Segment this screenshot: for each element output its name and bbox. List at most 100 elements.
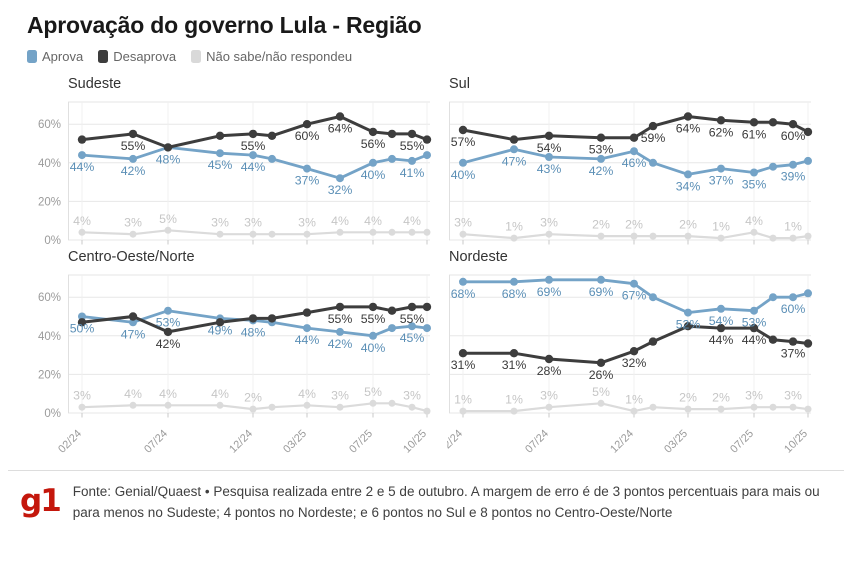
svg-text:55%: 55% bbox=[241, 139, 266, 153]
svg-text:44%: 44% bbox=[70, 160, 95, 174]
svg-text:55%: 55% bbox=[400, 139, 425, 153]
svg-text:43%: 43% bbox=[537, 162, 562, 176]
svg-text:07/24: 07/24 bbox=[142, 428, 170, 456]
svg-text:40%: 40% bbox=[38, 331, 61, 343]
svg-text:12/24: 12/24 bbox=[227, 428, 255, 456]
svg-text:56%: 56% bbox=[361, 137, 386, 151]
svg-text:40%: 40% bbox=[38, 158, 61, 170]
svg-text:3%: 3% bbox=[298, 216, 316, 230]
svg-text:55%: 55% bbox=[400, 312, 425, 326]
svg-text:0%: 0% bbox=[44, 408, 61, 420]
legend-label-aprova: Aprova bbox=[42, 49, 84, 64]
svg-text:31%: 31% bbox=[502, 358, 527, 372]
legend-item-desaprova: Desaprova bbox=[98, 49, 176, 64]
chart-plot-sudeste: 0% 20% 40% 60% 4% 3% 5% 3% 3% 3% 4% 4% 4% 44% 42% 48% 45… bbox=[26, 101, 432, 249]
svg-text:5%: 5% bbox=[364, 385, 382, 399]
svg-text:53%: 53% bbox=[742, 316, 767, 330]
svg-text:2%: 2% bbox=[712, 391, 730, 405]
svg-text:4%: 4% bbox=[298, 387, 316, 401]
svg-text:54%: 54% bbox=[537, 141, 562, 155]
svg-text:07/25: 07/25 bbox=[728, 428, 756, 456]
chart-title-nordeste: Nordeste bbox=[449, 249, 508, 265]
legend: Aprova Desaprova Não sabe/não respondeu bbox=[27, 49, 852, 64]
svg-text:4%: 4% bbox=[124, 387, 142, 401]
nao-sabe-swatch-icon bbox=[191, 50, 202, 63]
svg-text:1%: 1% bbox=[625, 393, 643, 407]
svg-text:42%: 42% bbox=[156, 337, 181, 351]
svg-text:3%: 3% bbox=[73, 389, 91, 403]
svg-text:3%: 3% bbox=[784, 389, 802, 403]
svg-text:3%: 3% bbox=[540, 216, 558, 230]
svg-text:20%: 20% bbox=[38, 196, 61, 208]
svg-text:60%: 60% bbox=[295, 129, 320, 143]
svg-text:28%: 28% bbox=[537, 364, 562, 378]
svg-text:48%: 48% bbox=[156, 152, 181, 166]
chart-title-sudeste: Sudeste bbox=[68, 76, 122, 92]
svg-text:4%: 4% bbox=[331, 214, 349, 228]
svg-text:0%: 0% bbox=[44, 235, 61, 247]
source-text: Fonte: Genial/Quaest • Pesquisa realizad… bbox=[72, 484, 820, 520]
legend-item-nao-sabe: Não sabe/não respondeu bbox=[191, 49, 352, 64]
chart-title-sul: Sul bbox=[449, 76, 470, 92]
svg-text:69%: 69% bbox=[589, 285, 614, 299]
svg-text:35%: 35% bbox=[742, 178, 767, 192]
svg-text:60%: 60% bbox=[38, 119, 61, 131]
svg-text:62%: 62% bbox=[709, 125, 734, 139]
svg-text:3%: 3% bbox=[124, 216, 142, 230]
svg-text:37%: 37% bbox=[709, 174, 734, 188]
legend-label-desaprova: Desaprova bbox=[113, 49, 177, 64]
svg-text:3%: 3% bbox=[454, 216, 472, 230]
svg-text:52%: 52% bbox=[676, 318, 701, 332]
svg-text:49%: 49% bbox=[208, 323, 233, 337]
svg-text:50%: 50% bbox=[70, 322, 95, 336]
svg-text:53%: 53% bbox=[589, 143, 614, 157]
legend-item-aprova: Aprova bbox=[27, 49, 83, 64]
svg-text:40%: 40% bbox=[451, 168, 476, 182]
svg-text:64%: 64% bbox=[676, 122, 701, 136]
svg-text:1%: 1% bbox=[505, 220, 523, 234]
svg-text:26%: 26% bbox=[589, 368, 614, 382]
chart-centro-oeste-norte: Centro-Oeste/Norte 0% 20% 40% 60% 02/24 07/24… bbox=[26, 249, 432, 466]
svg-text:03/25: 03/25 bbox=[662, 428, 690, 456]
svg-text:31%: 31% bbox=[451, 358, 476, 372]
svg-text:02/24: 02/24 bbox=[56, 428, 84, 456]
svg-text:4%: 4% bbox=[211, 387, 229, 401]
svg-text:3%: 3% bbox=[331, 389, 349, 403]
chart-row-top: Sudeste 0% 20% 40% 60% 4% 3% 5% 3% 3% 3% 4% 4% 4% 44%… bbox=[26, 76, 852, 249]
chart-row-bottom: Centro-Oeste/Norte 0% 20% 40% 60% 02/24 07/24… bbox=[26, 249, 852, 466]
svg-text:60%: 60% bbox=[38, 292, 61, 304]
svg-text:57%: 57% bbox=[451, 135, 476, 149]
svg-text:45%: 45% bbox=[208, 158, 233, 172]
svg-text:4%: 4% bbox=[745, 214, 763, 228]
svg-text:55%: 55% bbox=[361, 312, 386, 326]
svg-text:44%: 44% bbox=[295, 333, 320, 347]
svg-text:47%: 47% bbox=[121, 327, 146, 341]
chart-plot-sul: 3% 1% 3% 2% 2% 2% 1% 4% 1% 40% 47% 43% 42% 46% 34% 37% 3… bbox=[447, 101, 813, 249]
svg-text:34%: 34% bbox=[676, 179, 701, 193]
svg-text:39%: 39% bbox=[781, 170, 806, 184]
svg-text:44%: 44% bbox=[742, 333, 767, 347]
svg-text:46%: 46% bbox=[622, 156, 647, 170]
svg-text:37%: 37% bbox=[295, 174, 320, 188]
svg-text:5%: 5% bbox=[159, 212, 177, 226]
svg-text:55%: 55% bbox=[121, 139, 146, 153]
legend-label-nao-sabe: Não sabe/não respondeu bbox=[206, 49, 353, 64]
chart-sul: Sul 3% 1% 3% 2% 2% 2% 1% 4% 1% 40% 47% 43% 42% 46% 34%… bbox=[447, 76, 813, 249]
svg-text:60%: 60% bbox=[781, 302, 806, 316]
svg-text:47%: 47% bbox=[502, 154, 527, 168]
svg-text:2%: 2% bbox=[625, 218, 643, 232]
svg-text:1%: 1% bbox=[784, 220, 802, 234]
svg-text:4%: 4% bbox=[403, 214, 421, 228]
svg-text:4%: 4% bbox=[73, 214, 91, 228]
svg-text:54%: 54% bbox=[709, 314, 734, 328]
svg-text:10/25: 10/25 bbox=[782, 428, 810, 456]
svg-text:12/24: 12/24 bbox=[608, 428, 636, 456]
chart-plot-centro-oeste-norte: 0% 20% 40% 60% 02/24 07/24 12/24 03/25 07/25 10/2… bbox=[26, 274, 432, 466]
svg-text:1%: 1% bbox=[454, 393, 472, 407]
svg-text:1%: 1% bbox=[505, 393, 523, 407]
footer: g1 Fonte: Genial/Quaest • Pesquisa reali… bbox=[8, 470, 844, 524]
svg-text:42%: 42% bbox=[589, 164, 614, 178]
svg-text:48%: 48% bbox=[241, 325, 266, 339]
svg-text:20%: 20% bbox=[38, 369, 61, 381]
